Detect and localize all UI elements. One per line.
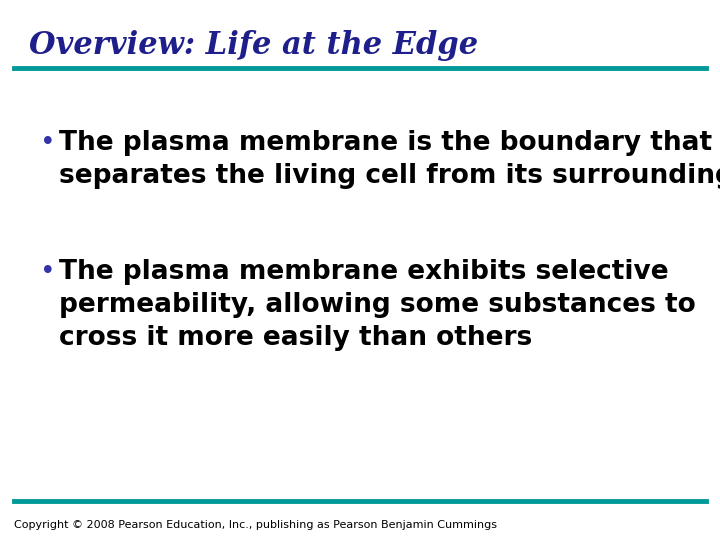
Text: •: • xyxy=(40,259,55,285)
Text: Overview: Life at the Edge: Overview: Life at the Edge xyxy=(29,30,478,60)
Text: Copyright © 2008 Pearson Education, Inc., publishing as Pearson Benjamin Cumming: Copyright © 2008 Pearson Education, Inc.… xyxy=(14,520,498,530)
Text: •: • xyxy=(40,130,55,156)
Text: The plasma membrane exhibits selective
permeability, allowing some substances to: The plasma membrane exhibits selective p… xyxy=(59,259,696,351)
Text: The plasma membrane is the boundary that
separates the living cell from its surr: The plasma membrane is the boundary that… xyxy=(59,130,720,188)
